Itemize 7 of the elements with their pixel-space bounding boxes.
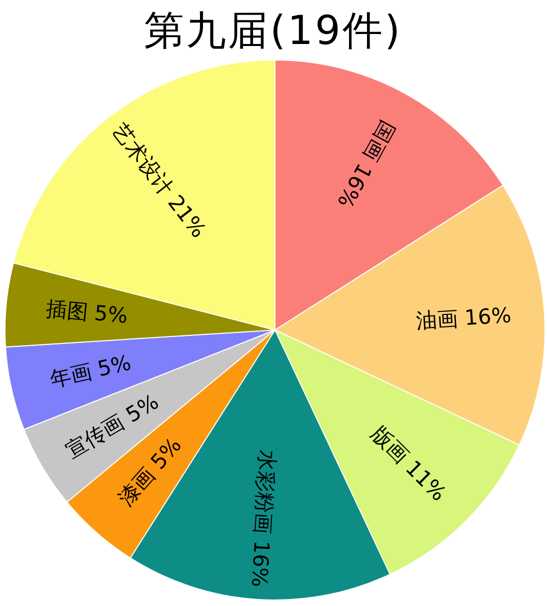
slice-label: 国画 16%	[332, 116, 400, 212]
chart-title: 第九届(19件)	[144, 8, 402, 54]
slice-label: 油画 16%	[415, 303, 512, 334]
slice-label: 插图 5%	[44, 296, 129, 328]
slice-label: 年画 5%	[48, 350, 134, 392]
slice-label: 水彩粉画 16%	[246, 449, 280, 588]
slice-label: 漆画 5%	[114, 433, 186, 510]
